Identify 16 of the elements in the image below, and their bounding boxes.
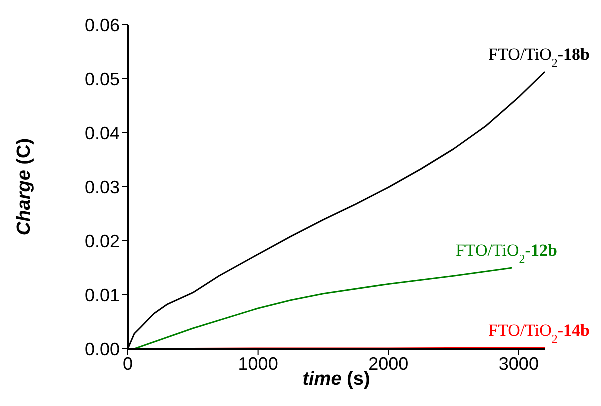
x-axis-title: time (s) xyxy=(302,369,370,390)
series-label: FTO/TiO$_{2}$-18b xyxy=(488,44,590,70)
y-tick-label: 0.04 xyxy=(84,123,120,144)
x-tick-label: 0 xyxy=(122,354,134,374)
x-tick-label: 3000 xyxy=(498,354,539,374)
y-tick-label: 0.02 xyxy=(84,231,120,252)
y-tick-label: 0.06 xyxy=(84,15,120,36)
series-label: FTO/TiO$_{2}$-12b xyxy=(456,241,558,266)
series-label: FTO/TiO$_{2}$-14b xyxy=(488,320,590,346)
y-tick-label: 0.01 xyxy=(84,285,120,306)
x-tick-label: 2000 xyxy=(368,354,409,374)
y-axis-title: Charge (C) xyxy=(14,138,35,236)
y-tick-label: 0.03 xyxy=(84,177,120,198)
y-tick-label: 0.05 xyxy=(84,69,120,90)
x-tick-label: 1000 xyxy=(238,354,278,374)
y-tick-label: 0.00 xyxy=(84,339,120,360)
